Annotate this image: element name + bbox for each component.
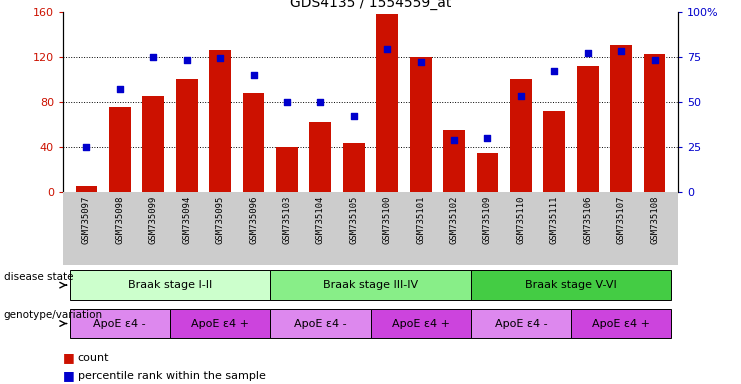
Text: ■: ■ xyxy=(63,369,75,382)
Bar xyxy=(443,130,465,192)
Point xyxy=(415,59,427,65)
Bar xyxy=(242,93,265,192)
Text: GSM735099: GSM735099 xyxy=(149,196,158,244)
Bar xyxy=(270,309,370,338)
Text: Braak stage I-II: Braak stage I-II xyxy=(127,280,212,290)
Text: disease state: disease state xyxy=(4,272,73,282)
Point xyxy=(648,57,660,63)
Bar xyxy=(70,270,270,300)
Text: percentile rank within the sample: percentile rank within the sample xyxy=(78,371,266,381)
Text: ■: ■ xyxy=(63,351,75,364)
Bar xyxy=(410,56,431,192)
Text: ApoE ε4 +: ApoE ε4 + xyxy=(392,318,450,329)
Point xyxy=(314,99,326,105)
Text: GSM735101: GSM735101 xyxy=(416,196,425,244)
Text: GSM735095: GSM735095 xyxy=(216,196,225,244)
Bar xyxy=(310,122,331,192)
Bar xyxy=(370,309,471,338)
Text: GSM735097: GSM735097 xyxy=(82,196,91,244)
Bar xyxy=(343,144,365,192)
Point xyxy=(615,48,627,54)
Bar xyxy=(644,55,665,192)
Point xyxy=(515,93,527,99)
Bar xyxy=(577,66,599,192)
Text: GSM735098: GSM735098 xyxy=(116,196,124,244)
Bar xyxy=(76,186,97,192)
Text: GSM735110: GSM735110 xyxy=(516,196,525,244)
Bar xyxy=(471,309,571,338)
Text: GSM735104: GSM735104 xyxy=(316,196,325,244)
Point xyxy=(114,86,126,92)
Point xyxy=(348,113,359,119)
Text: count: count xyxy=(78,353,110,363)
Bar xyxy=(109,108,130,192)
Bar xyxy=(471,270,671,300)
Bar xyxy=(70,309,170,338)
Text: GSM735109: GSM735109 xyxy=(483,196,492,244)
Point xyxy=(482,135,494,141)
Text: GSM735100: GSM735100 xyxy=(382,196,392,244)
Title: GDS4135 / 1554559_at: GDS4135 / 1554559_at xyxy=(290,0,451,10)
Point xyxy=(81,144,93,150)
Bar xyxy=(376,14,398,192)
Text: ApoE ε4 +: ApoE ε4 + xyxy=(191,318,249,329)
Bar xyxy=(276,147,298,192)
Point xyxy=(582,50,594,56)
Bar xyxy=(476,152,499,192)
Text: Braak stage V-VI: Braak stage V-VI xyxy=(525,280,617,290)
Point xyxy=(181,57,193,63)
Point xyxy=(147,53,159,60)
Point xyxy=(214,55,226,61)
Bar xyxy=(543,111,565,192)
Text: ApoE ε4 -: ApoE ε4 - xyxy=(294,318,347,329)
Text: GSM735103: GSM735103 xyxy=(282,196,291,244)
Bar xyxy=(270,270,471,300)
Text: ApoE ε4 -: ApoE ε4 - xyxy=(494,318,547,329)
Point xyxy=(382,46,393,53)
Text: ApoE ε4 +: ApoE ε4 + xyxy=(592,318,650,329)
Bar xyxy=(571,309,671,338)
Bar xyxy=(176,79,198,192)
Text: GSM735107: GSM735107 xyxy=(617,196,625,244)
Bar xyxy=(611,45,632,192)
Text: GSM735108: GSM735108 xyxy=(650,196,659,244)
Point xyxy=(548,68,560,74)
Text: GSM735096: GSM735096 xyxy=(249,196,258,244)
Text: GSM735102: GSM735102 xyxy=(450,196,459,244)
Text: genotype/variation: genotype/variation xyxy=(4,310,103,320)
Text: GSM735106: GSM735106 xyxy=(583,196,592,244)
Bar xyxy=(510,79,532,192)
Text: GSM735094: GSM735094 xyxy=(182,196,191,244)
Bar xyxy=(142,96,164,192)
Text: Braak stage III-IV: Braak stage III-IV xyxy=(323,280,418,290)
Bar xyxy=(209,50,231,192)
Point xyxy=(448,137,460,143)
Bar xyxy=(170,309,270,338)
Point xyxy=(281,99,293,105)
Text: ApoE ε4 -: ApoE ε4 - xyxy=(93,318,146,329)
Text: GSM735111: GSM735111 xyxy=(550,196,559,244)
Point xyxy=(247,71,259,78)
Text: GSM735105: GSM735105 xyxy=(349,196,359,244)
